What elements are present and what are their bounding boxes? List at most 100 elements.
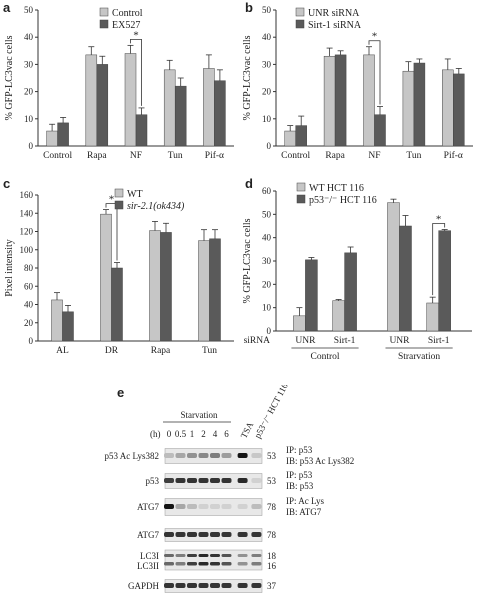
blot-band bbox=[210, 453, 220, 458]
blot-band bbox=[237, 453, 248, 458]
kda-label: 53 bbox=[267, 451, 277, 461]
legend-swatch bbox=[99, 7, 109, 17]
blot-band bbox=[237, 554, 248, 557]
lane-label: 0 bbox=[167, 429, 172, 439]
panel-letter-d: d bbox=[245, 176, 253, 191]
x-tick-label: DR bbox=[105, 346, 119, 356]
bar-0-0 bbox=[51, 299, 63, 342]
x-tick-label: Rapa bbox=[325, 151, 345, 161]
blot-band bbox=[221, 562, 232, 566]
bar-1-0 bbox=[295, 125, 307, 147]
legend-swatch bbox=[114, 188, 124, 198]
blot-band bbox=[251, 583, 262, 588]
bar-1-1 bbox=[96, 64, 109, 147]
chart-c: 0 20 40 60 80 100 120 140 160 Pixel intensity AL DR… bbox=[4, 188, 234, 356]
blot-band bbox=[175, 554, 186, 557]
x-prefix-label: siRNA bbox=[244, 336, 271, 346]
legend-label: Sirt-1 siRNA bbox=[308, 20, 362, 31]
significance-bracket bbox=[130, 38, 142, 106]
blot-band bbox=[175, 583, 186, 588]
bar-0-3 bbox=[402, 70, 415, 147]
lane-label: p53⁻/⁻ HCT 116 bbox=[252, 385, 290, 440]
bar-1-4 bbox=[453, 73, 465, 147]
blot-band bbox=[175, 478, 186, 483]
x-tick-label: Control bbox=[43, 151, 72, 161]
blot-band bbox=[175, 504, 186, 509]
y-tick-label: 60 bbox=[24, 281, 34, 291]
blot-band bbox=[210, 504, 220, 509]
legend-swatch bbox=[296, 182, 306, 192]
blot-band bbox=[210, 554, 220, 557]
bar-1-3 bbox=[413, 62, 426, 147]
y-axis-label: % GFP-LC3vac cells bbox=[242, 35, 253, 120]
x-tick-label: UNR bbox=[295, 336, 316, 346]
significance-star: * bbox=[436, 214, 442, 226]
y-tick-label: 50 bbox=[24, 5, 34, 15]
blot-band bbox=[237, 532, 248, 537]
western-blot-panel: Starvation (h) 0 0.5 1 2 4 6 TSA p53⁻/⁻ HCT 116 p5… bbox=[0, 381, 479, 597]
blot-band bbox=[164, 504, 174, 509]
group-label: Control bbox=[310, 352, 339, 362]
x-tick-label: Tun bbox=[168, 151, 183, 161]
y-tick-label: 30 bbox=[262, 256, 272, 266]
blot-band bbox=[187, 583, 197, 588]
y-tick-label: 40 bbox=[24, 300, 34, 310]
blot-band bbox=[221, 583, 232, 588]
blot-row-label: p53 bbox=[146, 476, 160, 486]
blot-band bbox=[251, 554, 262, 557]
x-tick-label: Pif-α bbox=[444, 150, 463, 161]
blot-band bbox=[187, 532, 197, 537]
blot-row-label: LC3I bbox=[140, 551, 159, 561]
y-tick-label: 20 bbox=[24, 87, 34, 97]
x-tick-label: Sirt-1 bbox=[334, 336, 356, 346]
blot-band bbox=[164, 554, 174, 557]
blot-band bbox=[251, 562, 262, 566]
blot-band bbox=[164, 562, 174, 566]
legend-swatch bbox=[296, 194, 306, 204]
blot-band bbox=[251, 504, 262, 509]
y-tick-label: 30 bbox=[262, 59, 272, 69]
y-tick-label: 40 bbox=[262, 233, 272, 243]
bar-0-2 bbox=[149, 230, 161, 342]
y-tick-label: 30 bbox=[24, 59, 34, 69]
bar-1-0 bbox=[305, 259, 318, 332]
kda-label: 53 bbox=[267, 476, 277, 486]
x-tick-label: NF bbox=[368, 151, 380, 161]
blot-band bbox=[237, 504, 248, 509]
group-label: Strarvation bbox=[398, 352, 440, 362]
blot-row-label: GAPDH bbox=[128, 581, 160, 591]
bar-0-1 bbox=[323, 55, 336, 147]
blot-band bbox=[164, 478, 174, 483]
bar-1-3 bbox=[438, 230, 451, 332]
panel-letter-a: a bbox=[3, 0, 11, 15]
bar-0-3 bbox=[163, 69, 176, 147]
lane-label: TSA bbox=[239, 420, 256, 440]
y-tick-label: 0 bbox=[29, 336, 34, 346]
blot-band bbox=[164, 583, 174, 588]
blot-band bbox=[198, 562, 209, 566]
bar-1-1 bbox=[344, 252, 357, 332]
blot-band bbox=[198, 478, 209, 483]
blot-band bbox=[221, 532, 232, 537]
bar-1-2 bbox=[135, 114, 148, 147]
blot-band bbox=[187, 478, 197, 483]
legend-label: WT HCT 116 bbox=[309, 183, 364, 194]
time-prefix: (h) bbox=[150, 429, 161, 439]
y-tick-label: 20 bbox=[262, 279, 272, 289]
ib-label: IB: p53 bbox=[286, 481, 314, 491]
y-axis-label: % GFP-LC3vac cells bbox=[242, 218, 253, 303]
y-tick-label: 0 bbox=[267, 141, 272, 151]
kda-label: 18 bbox=[267, 551, 277, 561]
blot-header: Starvation bbox=[181, 410, 218, 420]
blot-band bbox=[237, 478, 248, 483]
lane-label: 2 bbox=[201, 429, 206, 439]
blot-row-label: ATG7 bbox=[137, 530, 159, 540]
blot-band bbox=[198, 583, 209, 588]
bar-1-1 bbox=[111, 267, 123, 342]
kda-label: 37 bbox=[267, 581, 277, 591]
ip-label: IP: p53 bbox=[286, 445, 313, 455]
kda-label: 16 bbox=[267, 561, 277, 571]
y-axis-label: % GFP-LC3vac cells bbox=[4, 35, 15, 120]
kda-label: 78 bbox=[267, 530, 277, 540]
bar-1-0 bbox=[57, 122, 69, 147]
